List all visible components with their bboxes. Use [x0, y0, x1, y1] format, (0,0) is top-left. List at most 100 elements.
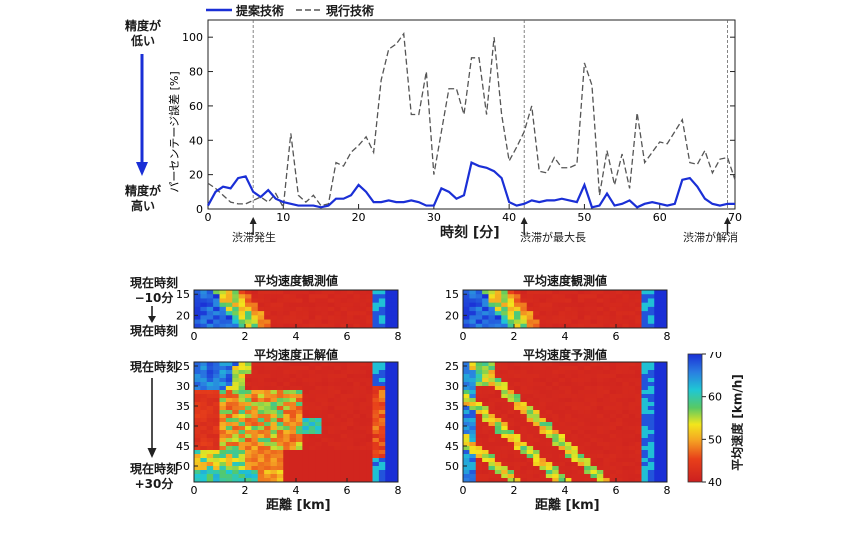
heatmap-cell: [609, 290, 617, 295]
heatmap-cell: [622, 398, 630, 403]
heatmap-cell: [334, 458, 342, 463]
heatmap-cell: [641, 426, 649, 431]
heatmap-xlabel-right: 距離 [km]: [535, 498, 600, 513]
heatmap-cell: [647, 406, 655, 411]
heatmap-cell: [469, 422, 477, 427]
heatmap-cell: [552, 323, 560, 329]
heatmap-cell: [238, 406, 246, 411]
heatmap-cell: [475, 374, 483, 379]
heatmap-cell: [270, 430, 278, 435]
heatmap-cell: [647, 462, 655, 467]
heatmap-cell: [359, 434, 367, 439]
heatmap-cell: [238, 438, 246, 443]
heatmap-cell: [526, 434, 534, 439]
heatmap-cell: [577, 366, 585, 371]
heatmap-cell: [609, 418, 617, 423]
heatmap-cell: [628, 446, 636, 451]
heatmap-cell: [660, 470, 668, 475]
heatmap-cell: [463, 366, 470, 371]
heatmap-cell: [219, 438, 227, 443]
heatmap-cell: [475, 410, 483, 415]
heatmap-cell: [315, 290, 322, 295]
colorbar-tick-label: 40: [708, 476, 722, 488]
heatmap-cell: [545, 454, 553, 459]
heatmap-cell: [590, 390, 598, 395]
heatmap-cell: [245, 402, 252, 407]
heatmap-cell: [308, 366, 316, 371]
heatmap-cell: [539, 422, 547, 427]
heatmap-cell: [213, 382, 220, 387]
heatmap-cell: [378, 306, 386, 312]
heatmap-cell: [353, 370, 361, 375]
heatmap-cell: [533, 462, 540, 467]
heatmap-cell: [245, 470, 252, 475]
heatmap-cell: [514, 306, 521, 312]
heatmap-cell: [501, 302, 509, 308]
heatmap-cell: [565, 362, 572, 367]
heatmap-cell: [654, 458, 662, 463]
heatmap-cell: [283, 478, 291, 483]
heatmap-cell: [616, 462, 623, 467]
heatmap-cell: [289, 370, 297, 375]
heatmap-cell: [482, 430, 489, 435]
heatmap-cell: [245, 378, 252, 383]
heatmap-cell: [635, 394, 642, 399]
heatmap-cell: [327, 426, 335, 431]
heatmap-cell: [660, 414, 668, 419]
heatmap-cell: [232, 306, 240, 312]
heatmap-cell: [609, 311, 617, 316]
heatmap-cell: [245, 386, 252, 391]
heatmap-cell: [488, 366, 496, 371]
heatmap-cell: [359, 462, 367, 467]
heatmap-cell: [596, 478, 604, 483]
heatmap-cell: [628, 450, 636, 455]
heatmap-cell: [488, 450, 496, 455]
heatmap-cell: [257, 366, 265, 371]
heatmap-cell: [539, 446, 547, 451]
heatmap-cell: [552, 458, 560, 463]
heatmap-cell: [245, 438, 252, 443]
heatmap-cell: [296, 298, 303, 304]
heatmap-cell: [366, 454, 373, 459]
heatmap-cell: [245, 323, 252, 329]
heatmap-cell: [378, 298, 386, 304]
heatmap-cell: [315, 306, 322, 312]
heatmap-cell: [327, 306, 335, 312]
heatmap-cell: [545, 430, 553, 435]
heatmap-cell: [539, 418, 547, 423]
heatmap-cell: [225, 298, 233, 304]
heatmap-cell: [213, 478, 220, 483]
heatmap-cell: [359, 470, 367, 475]
heatmap-cell: [463, 478, 470, 483]
heatmap-cell: [628, 458, 636, 463]
heatmap-cell: [469, 315, 477, 320]
heatmap-cell: [296, 442, 303, 447]
heatmap-cell: [194, 478, 201, 483]
heatmap-cell: [475, 323, 483, 329]
heatmap-cell: [194, 446, 201, 451]
heatmap-cell: [660, 442, 668, 447]
heatmap-cell: [596, 315, 604, 320]
heatmap-cell: [577, 430, 585, 435]
heatmap-cell: [641, 362, 649, 367]
heatmap-cell: [616, 290, 623, 295]
heatmap-cell: [283, 410, 291, 415]
heatmap-cell: [526, 466, 534, 471]
heatmap-cell: [391, 382, 399, 387]
heatmap-cell: [334, 430, 342, 435]
heatmap-cell: [533, 366, 540, 371]
heatmap-cell: [334, 406, 342, 411]
heatmap-cell: [533, 362, 540, 367]
heatmap-cell: [340, 290, 348, 295]
heatmap-cell: [289, 438, 297, 443]
heatmap-cell: [545, 362, 553, 367]
heatmap-cell: [514, 418, 521, 423]
heatmap-cell: [289, 382, 297, 387]
heatmap-cell: [622, 302, 630, 308]
heatmap-cell: [609, 414, 617, 419]
heatmap-cell: [533, 406, 540, 411]
heatmap-cell: [514, 454, 521, 459]
heatmap-cell: [219, 418, 227, 423]
heatmap-cell: [494, 406, 502, 411]
